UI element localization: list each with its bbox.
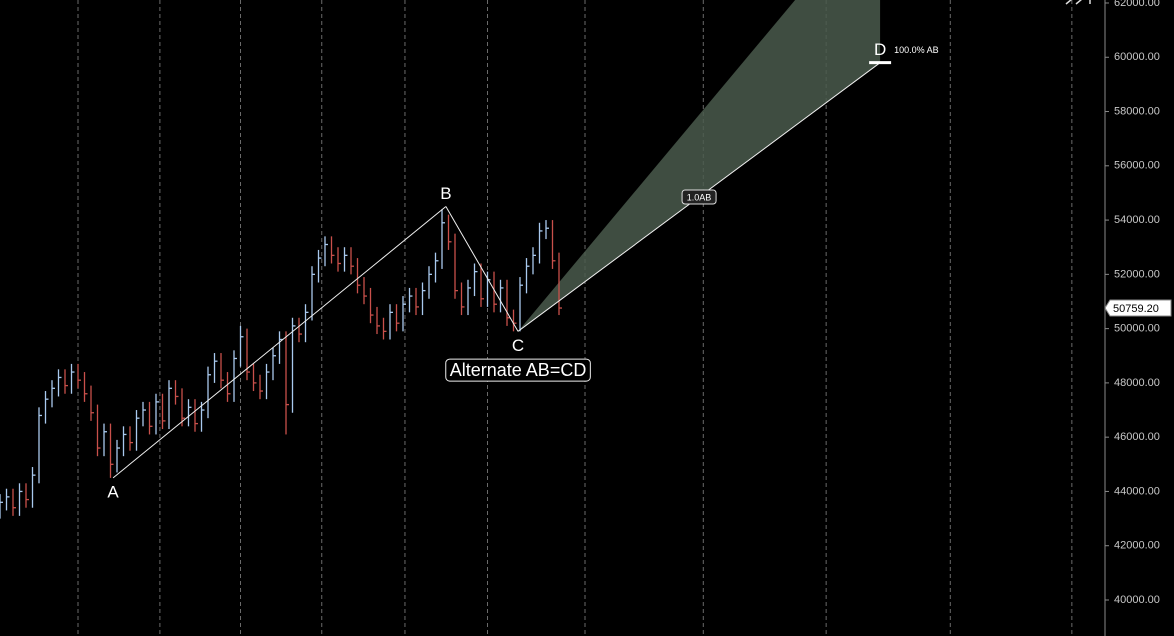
pattern-title: Alternate AB=CD	[450, 360, 587, 380]
price-axis: 40000.00 42000.00 44000.00 46000.00 48000.00…	[1104, 0, 1172, 606]
pattern-leg	[112, 206, 447, 479]
projection	[518, 0, 881, 332]
point-label: B	[440, 184, 451, 203]
grid	[77, 0, 1073, 636]
y-tick-label: 50000.00	[1114, 323, 1160, 335]
pattern-title-box	[445, 358, 591, 382]
y-tick-label: 56000.00	[1114, 160, 1160, 172]
pattern: A B C D 100.0% AB 1.0AB Alternate AB=CD	[107, 40, 938, 501]
pattern-leg	[445, 206, 519, 332]
y-tick-label: 60000.00	[1114, 51, 1160, 63]
y-tick-label: 54000.00	[1114, 214, 1160, 226]
ratio-label: 1.0AB	[687, 192, 712, 202]
point-label: A	[107, 482, 119, 501]
target-label: 100.0% AB	[894, 45, 939, 55]
y-tick-label: 42000.00	[1114, 540, 1160, 552]
last-price-label: 50759.20	[1113, 303, 1159, 315]
y-tick-label: 52000.00	[1114, 268, 1160, 280]
y-tick-label: 48000.00	[1114, 377, 1160, 389]
point-label: D	[874, 40, 886, 59]
point-label: C	[512, 336, 524, 355]
y-tick-label: 46000.00	[1114, 431, 1160, 443]
icon-glyph	[1065, 0, 1091, 5]
ratio-box	[681, 189, 717, 205]
y-tick-label: 44000.00	[1114, 485, 1160, 497]
y-tick-label: 58000.00	[1114, 105, 1160, 117]
y-tick-label: 62000.00	[1114, 0, 1160, 9]
projection-zone	[518, 0, 881, 332]
y-tick-label: 40000.00	[1114, 594, 1160, 606]
price-bars	[0, 209, 562, 519]
last-price-box	[1104, 299, 1172, 317]
toolbar-icon[interactable]	[1065, 0, 1091, 5]
